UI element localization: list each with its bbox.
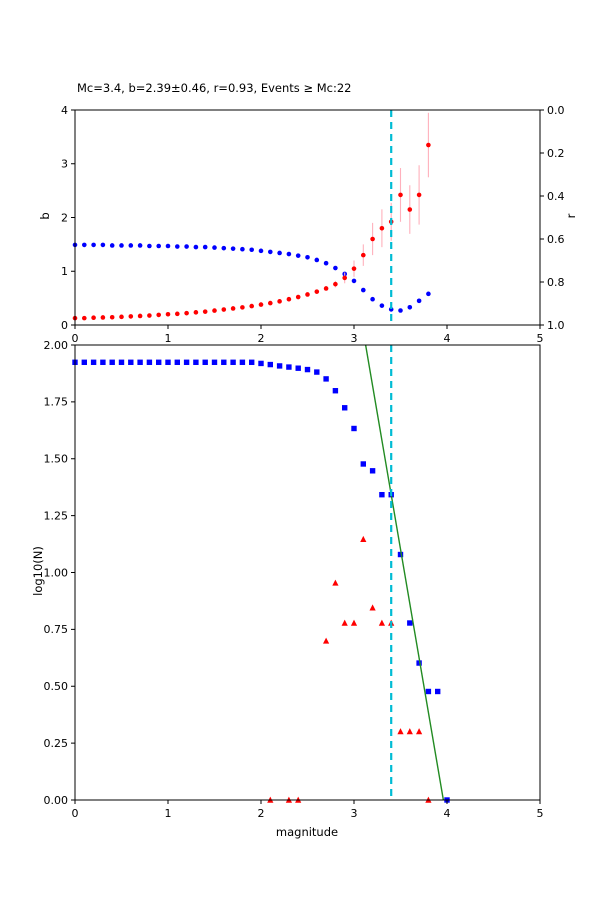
plot-title: Mc=3.4, b=2.39±0.46, r=0.93, Events ≥ Mc… xyxy=(77,81,352,95)
svg-text:0: 0 xyxy=(72,332,79,345)
svg-text:1: 1 xyxy=(61,265,68,278)
svg-text:0.2: 0.2 xyxy=(547,147,565,160)
b-r-stability-plot: 0 1 2 3 4 5 0 1 2 3 4 0.0 0.2 0.4 0.6 0.8 1.0 xyxy=(61,104,565,345)
x-axis-ticks: 0 1 2 3 4 5 xyxy=(72,325,544,345)
svg-text:4: 4 xyxy=(444,807,451,820)
svg-text:4: 4 xyxy=(61,104,68,117)
svg-text:0: 0 xyxy=(61,319,68,332)
left-axis-label-b: b xyxy=(38,212,52,220)
x-axis-label-magnitude: magnitude xyxy=(275,825,339,839)
bin-count-series xyxy=(267,535,432,803)
y-axis-label-log10n: log10(N) xyxy=(31,546,45,596)
x-axis-ticks: 0 1 2 3 4 5 xyxy=(72,800,544,820)
svg-text:2: 2 xyxy=(258,332,265,345)
right-axis-ticks: 0.0 0.2 0.4 0.6 0.8 1.0 xyxy=(540,104,565,332)
svg-text:3: 3 xyxy=(351,332,358,345)
svg-text:5: 5 xyxy=(537,807,544,820)
svg-text:4: 4 xyxy=(444,332,451,345)
svg-text:3: 3 xyxy=(351,807,358,820)
svg-text:0.50: 0.50 xyxy=(44,680,69,693)
cumulative-count-series xyxy=(72,359,450,803)
right-axis-label-r: r xyxy=(564,213,578,219)
svg-text:2: 2 xyxy=(258,807,265,820)
left-axis-ticks: 0.00 0.25 0.50 0.75 1.00 1.25 1.50 1.75 2.00 xyxy=(44,339,75,807)
svg-text:0.8: 0.8 xyxy=(547,276,565,289)
svg-text:1.50: 1.50 xyxy=(44,453,69,466)
svg-text:1.75: 1.75 xyxy=(44,396,69,409)
svg-text:1.0: 1.0 xyxy=(547,319,565,332)
svg-text:0.0: 0.0 xyxy=(547,104,565,117)
left-axis-ticks: 0 1 2 3 4 xyxy=(61,104,75,332)
b-value-series xyxy=(72,242,431,313)
gr-fit-line xyxy=(364,344,445,801)
axes-spines xyxy=(74,344,541,801)
r-value-series xyxy=(72,112,431,321)
svg-text:0.00: 0.00 xyxy=(44,794,69,807)
svg-text:0: 0 xyxy=(72,807,79,820)
svg-text:2: 2 xyxy=(61,211,68,224)
svg-text:1: 1 xyxy=(165,332,172,345)
svg-text:1: 1 xyxy=(165,807,172,820)
svg-text:5: 5 xyxy=(537,332,544,345)
svg-text:1.00: 1.00 xyxy=(44,566,69,579)
svg-text:1.25: 1.25 xyxy=(44,509,69,522)
svg-text:0.6: 0.6 xyxy=(547,233,565,246)
svg-text:0.75: 0.75 xyxy=(44,623,69,636)
frequency-magnitude-plot: 0 1 2 3 4 5 0.00 0.25 0.50 0.75 1.00 1.25 1.50 1.75 2.… xyxy=(44,339,544,820)
svg-text:2.00: 2.00 xyxy=(44,339,69,352)
svg-text:0.4: 0.4 xyxy=(547,190,565,203)
svg-text:0.25: 0.25 xyxy=(44,737,69,750)
svg-text:3: 3 xyxy=(61,158,68,171)
